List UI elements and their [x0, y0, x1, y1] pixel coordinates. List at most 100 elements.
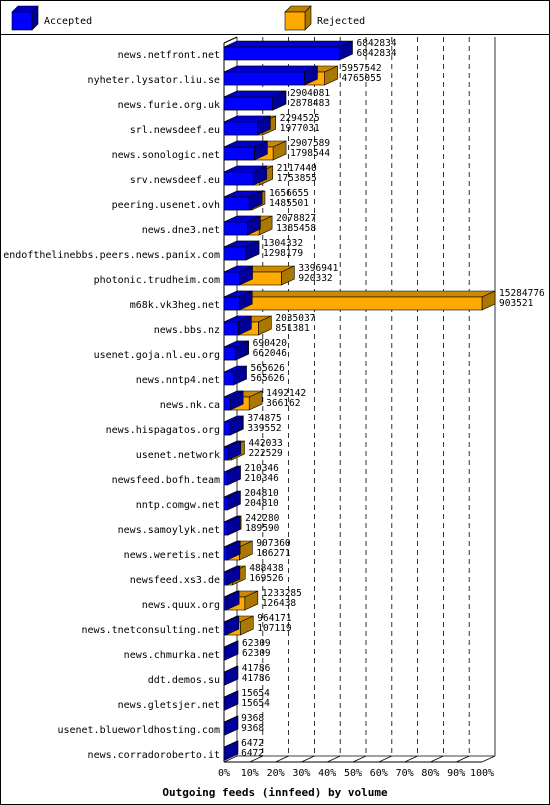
bar-accepted-front: [223, 71, 305, 86]
bar-group: [223, 665, 239, 686]
bar-accepted-side: [224, 740, 239, 761]
category-label: srv.newsdeef.eu: [130, 175, 220, 186]
floor-tick: [456, 755, 470, 763]
value-label-offered: 6472: [241, 738, 264, 749]
bar-accepted: [223, 665, 239, 686]
bar-accepted-front: [223, 621, 227, 636]
value-label-accepted: 4765055: [342, 73, 382, 84]
bar-accepted-side: [224, 690, 239, 711]
category-label: newsfeed.bofh.team: [112, 475, 220, 486]
legend-label: Accepted: [44, 16, 92, 27]
bar-accepted-side: [226, 515, 241, 536]
legend-swatch: [11, 11, 33, 31]
x-tick-label: 30%: [292, 768, 310, 779]
bar-group: [223, 465, 241, 486]
category-label: news.netfront.net: [118, 50, 220, 61]
x-ticks: 0% 10% 20% 30% 40% 50% 60% 70% 80% 90% 100%: [218, 768, 494, 779]
value-label-offered: 242280: [245, 513, 280, 524]
value-label-offered: 15654: [241, 688, 270, 699]
bar-accepted-front: [223, 96, 273, 111]
bar-accepted-front: [223, 521, 228, 536]
bar-accepted: [223, 90, 286, 111]
bar-accepted-front: [223, 671, 226, 686]
floor-tick: [249, 755, 263, 763]
value-label-accepted: 62309: [242, 648, 271, 659]
value-label-accepted: 169526: [249, 573, 284, 584]
bar-accepted: [223, 340, 249, 361]
bar-accepted-front: [223, 696, 226, 711]
bar-accepted-front: [223, 271, 240, 286]
value-label-accepted: 6842834: [357, 48, 397, 59]
value-label-accepted: 9368: [241, 723, 264, 734]
bar-accepted: [223, 115, 271, 136]
bar-accepted: [223, 515, 241, 536]
value-label-accepted: 210346: [245, 473, 280, 484]
value-label-accepted: 1385458: [276, 223, 316, 234]
category-label: usenet.goja.nl.eu.org: [94, 350, 220, 361]
bar-group: [223, 165, 274, 186]
value-label-offered: 1233285: [262, 588, 302, 599]
bar-accepted: [223, 190, 263, 211]
value-label-accepted: 662046: [253, 348, 288, 359]
bar-group: [223, 90, 287, 111]
bar-accepted: [223, 640, 239, 661]
bar-accepted-front: [223, 596, 227, 611]
category-label: usenet.network: [136, 450, 220, 461]
value-label-offered: 62309: [242, 638, 271, 649]
category-label: news.corradoroberto.it: [88, 750, 220, 761]
bar-accepted: [223, 365, 247, 386]
bar-accepted-front: [223, 496, 228, 511]
x-tick-label: 90%: [447, 768, 465, 779]
value-label-accepted: 1298179: [263, 248, 303, 259]
bar-group: [223, 390, 263, 411]
category-label: usenet.blueworldhosting.com: [57, 725, 220, 736]
value-label-offered: 690420: [253, 338, 288, 349]
bar-accepted: [223, 265, 253, 286]
bar-rejected: [223, 290, 496, 311]
category-label: news.dne3.net: [142, 225, 220, 236]
value-label-offered: 204810: [244, 488, 279, 499]
bar-group: [223, 365, 247, 386]
bar-accepted-side: [224, 640, 239, 661]
value-label-offered: 41786: [242, 663, 271, 674]
bars: [223, 40, 496, 761]
value-label-offered: 5957542: [342, 63, 382, 74]
value-label-offered: 210346: [245, 463, 280, 474]
floor-tick: [481, 755, 496, 763]
bar-group: [223, 65, 338, 86]
bar-group: [223, 40, 353, 61]
legend: Accepted Rejected: [11, 5, 365, 31]
category-label: news.tnetconsulting.net: [82, 625, 220, 636]
category-label: news.furie.org.uk: [118, 100, 220, 111]
bar-accepted: [223, 590, 240, 611]
value-label-offered: 2907589: [290, 138, 330, 149]
value-label-offered: 3396941: [298, 263, 338, 274]
value-label-offered: 1656655: [269, 188, 309, 199]
bar-accepted-front: [223, 571, 228, 586]
bar-accepted-front: [223, 296, 240, 311]
value-label-offered: 2078827: [276, 213, 316, 224]
bar-group: [223, 490, 241, 511]
value-label-offered: 15284776: [499, 288, 545, 299]
value-label-accepted: 920332: [298, 273, 332, 284]
bar-group: [223, 290, 496, 311]
bar-accepted-front: [223, 146, 255, 161]
value-label-accepted: 6472: [241, 748, 264, 759]
bar-accepted-front: [223, 171, 254, 186]
category-label: nntp.comgw.net: [136, 500, 220, 511]
bar-accepted-side: [224, 715, 239, 736]
bar-accepted-front: [223, 371, 234, 386]
category-label: photonic.trudheim.com: [94, 275, 220, 286]
category-label: news.samoylyk.net: [118, 525, 220, 536]
legend-label: Rejected: [317, 16, 365, 27]
bar-accepted: [223, 140, 268, 161]
bar-accepted: [223, 415, 244, 436]
value-label-accepted: 222529: [248, 448, 283, 459]
bar-accepted: [223, 740, 239, 761]
value-label-offered: 9368: [241, 713, 264, 724]
value-label-offered: 2904081: [290, 88, 330, 99]
bar-group: [223, 540, 253, 561]
legend-swatch: [284, 11, 306, 31]
bar-accepted-front: [223, 196, 250, 211]
